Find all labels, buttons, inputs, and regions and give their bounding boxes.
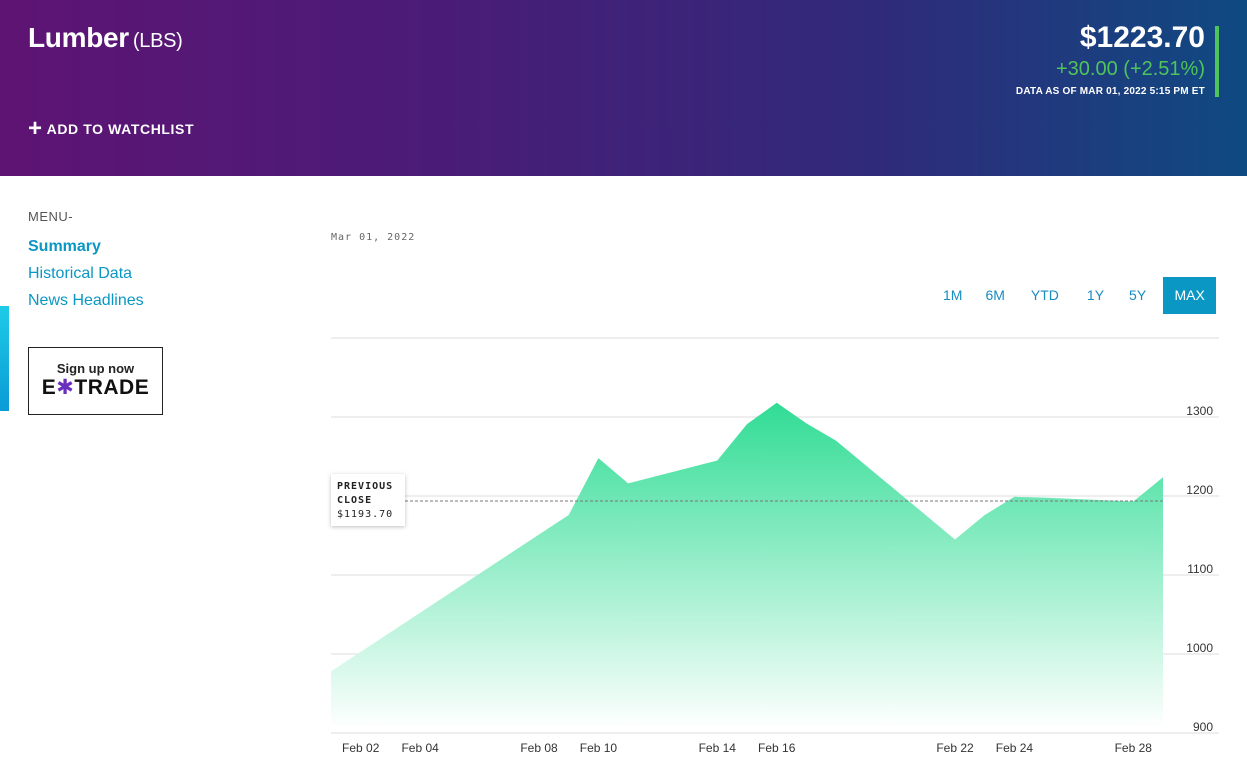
feedback-side-tab[interactable] — [0, 306, 9, 411]
quote-header: Lumber (LBS) + ADD TO WATCHLIST $1223.70 … — [0, 0, 1247, 176]
instrument-unit: (LBS) — [132, 30, 183, 52]
range-6m-button[interactable]: 6M — [985, 287, 1005, 303]
price-change: +30.00 (+2.51%) — [1056, 58, 1205, 80]
menu-item-historical-data[interactable]: Historical Data — [28, 265, 133, 282]
last-price: $1223.70 — [1079, 21, 1205, 54]
range-5y-button[interactable]: 5Y — [1129, 287, 1147, 303]
positive-change-bar — [1215, 26, 1219, 97]
add-to-watchlist-button[interactable]: + ADD TO WATCHLIST — [28, 115, 195, 142]
previous-close-label-1: PREVIOUS — [337, 481, 394, 492]
ad-tagline: Sign up now — [56, 361, 135, 376]
x-tick-label: Feb 08 — [520, 741, 558, 755]
previous-close-label-2: CLOSE — [337, 495, 373, 506]
price-area — [331, 402, 1163, 729]
y-tick-label: 1300 — [1186, 404, 1213, 418]
x-tick-label: Feb 22 — [936, 741, 974, 755]
range-1y-button[interactable]: 1Y — [1086, 287, 1105, 303]
range-selector: 1M 6M YTD 1Y 5Y MAX — [932, 277, 1217, 314]
y-tick-label: 1100 — [1187, 562, 1213, 576]
quote-summary: $1223.70 +30.00 (+2.51%) DATA AS OF MAR … — [1016, 20, 1205, 97]
etrade-logo: E✱TRADE — [41, 376, 150, 399]
instrument-name: Lumber — [28, 22, 129, 53]
chart-date: Mar 01, 2022 — [331, 232, 416, 243]
x-tick-label: Feb 02 — [342, 741, 380, 755]
y-tick-label: 900 — [1193, 720, 1213, 734]
x-tick-label: Feb 24 — [996, 741, 1034, 755]
previous-close-value: $1193.70 — [337, 509, 394, 520]
range-max-button[interactable]: MAX — [1163, 277, 1217, 314]
data-timestamp: DATA AS OF MAR 01, 2022 5:15 PM ET — [1015, 86, 1205, 97]
x-tick-label: Feb 10 — [580, 741, 618, 755]
menu-item-summary[interactable]: Summary — [28, 238, 101, 255]
y-tick-label: 1200 — [1186, 483, 1213, 497]
etrade-ad[interactable]: Sign up now E✱TRADE — [28, 347, 163, 415]
previous-close-tooltip: PREVIOUS CLOSE $1193.70 — [331, 474, 405, 526]
x-tick-label: Feb 28 — [1115, 741, 1153, 755]
menu-item-news-headlines[interactable]: News Headlines — [28, 292, 144, 309]
range-1m-button[interactable]: 1M — [943, 287, 963, 303]
range-ytd-button[interactable]: YTD — [1030, 287, 1059, 303]
asterisk-icon: ✱ — [56, 376, 75, 399]
plus-icon: + — [28, 115, 43, 142]
menu-label: MENU- — [28, 209, 74, 224]
add-to-watchlist-label: ADD TO WATCHLIST — [46, 121, 195, 137]
x-tick-label: Feb 14 — [699, 741, 737, 755]
y-tick-label: 1000 — [1186, 641, 1213, 655]
instrument-title: Lumber (LBS) — [28, 22, 183, 54]
x-tick-label: Feb 04 — [401, 741, 439, 755]
x-tick-label: Feb 16 — [758, 741, 796, 755]
